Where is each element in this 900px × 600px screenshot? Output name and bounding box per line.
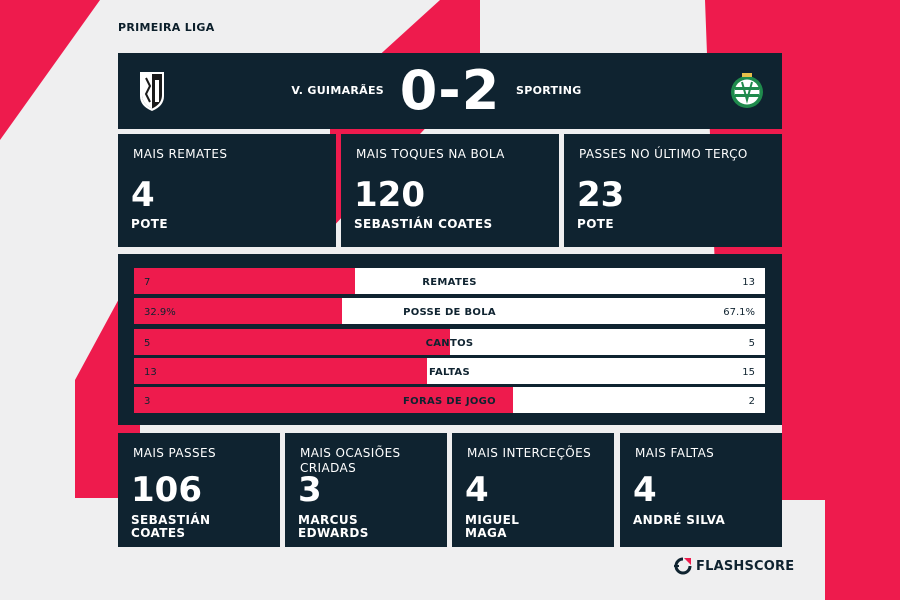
vitoria-guimaraes-crest-icon [140, 72, 164, 111]
card-title: MAIS OCASIÕES CRIADAS [300, 446, 401, 475]
card-player: POTE [577, 217, 614, 231]
card-player: SEBASTIÁN COATES [354, 217, 493, 231]
card-title: MAIS FALTAS [635, 446, 715, 460]
brand-name: FLASHSCORE [696, 558, 795, 574]
away-value: 67.1% [723, 307, 755, 318]
stat-row-corners: 5 CANTOS 5 [134, 329, 765, 355]
card-most-shots: MAIS REMATES 4 POTE [118, 134, 336, 247]
card-most-passes: MAIS PASSES 106 SEBASTIÁN COATES [118, 433, 280, 547]
home-share-bar [134, 298, 342, 324]
card-player: ANDRÉ SILVA [633, 513, 726, 527]
card-title: MAIS REMATES [133, 147, 228, 161]
stat-label: REMATES [422, 277, 477, 288]
stat-row-shots: 7 REMATES 13 [134, 268, 765, 294]
card-value: 120 [354, 175, 425, 215]
card-player: MIGUEL MAGA [465, 513, 520, 540]
home-value: 7 [144, 277, 151, 288]
card-player: SEBASTIÁN COATES [131, 513, 211, 540]
card-most-chances-created: MAIS OCASIÕES CRIADAS 3 MARCUS EDWARDS [285, 433, 447, 547]
stat-label: POSSE DE BOLA [403, 307, 496, 318]
card-title: MAIS PASSES [133, 446, 217, 460]
home-team-name: V. GUIMARÃES [291, 84, 384, 97]
card-value: 106 [131, 470, 202, 510]
card-value: 23 [577, 175, 625, 215]
card-value: 4 [465, 470, 489, 510]
home-value: 5 [144, 338, 151, 349]
sporting-crest-icon [731, 73, 763, 108]
stat-label: FORAS DE JOGO [403, 396, 496, 407]
away-team-name: SPORTING [516, 84, 582, 97]
stat-row-offsides: 3 FORAS DE JOGO 2 [134, 387, 765, 413]
home-value: 13 [144, 367, 157, 378]
stat-label: CANTOS [425, 338, 474, 349]
home-share-bar [134, 358, 427, 384]
stat-label: FALTAS [429, 367, 470, 378]
home-share-bar [134, 268, 355, 294]
home-share-bar [134, 329, 450, 355]
card-most-fouls: MAIS FALTAS 4 ANDRÉ SILVA [620, 433, 782, 547]
match-score: 0-2 [399, 59, 501, 122]
card-title: MAIS TOQUES NA BOLA [356, 147, 505, 161]
flashscore-logo-icon [674, 557, 692, 575]
card-player: POTE [131, 217, 168, 231]
stat-row-fouls: 13 FALTAS 15 [134, 358, 765, 384]
card-title: MAIS INTERCEÇÕES [467, 446, 592, 460]
stat-row-possession: 32.9% POSSE DE BOLA 67.1% [134, 298, 765, 324]
home-value: 3 [144, 396, 151, 407]
card-player: MARCUS EDWARDS [298, 513, 369, 540]
league-name: PRIMEIRA LIGA [118, 21, 215, 34]
card-value: 4 [633, 470, 657, 510]
card-value: 3 [298, 470, 322, 510]
match-header: V. GUIMARÃES 0-2 SPORTING [118, 53, 782, 129]
card-most-touches: MAIS TOQUES NA BOLA 120 SEBASTIÁN COATES [341, 134, 559, 247]
card-most-interceptions: MAIS INTERCEÇÕES 4 MIGUEL MAGA [452, 433, 614, 547]
card-value: 4 [131, 175, 155, 215]
home-value: 32.9% [144, 307, 176, 318]
away-value: 13 [742, 277, 755, 288]
away-value: 5 [748, 338, 755, 349]
card-title: PASSES NO ÚLTIMO TERÇO [579, 147, 748, 161]
card-final-third-passes: PASSES NO ÚLTIMO TERÇO 23 POTE [564, 134, 782, 247]
away-value: 15 [742, 367, 755, 378]
team-stats-panel: 7 REMATES 13 32.9% POSSE DE BOLA 67.1% 5… [118, 254, 782, 425]
flashscore-brand: FLASHSCORE [674, 556, 794, 576]
home-share-bar [134, 387, 513, 413]
away-value: 2 [748, 396, 755, 407]
